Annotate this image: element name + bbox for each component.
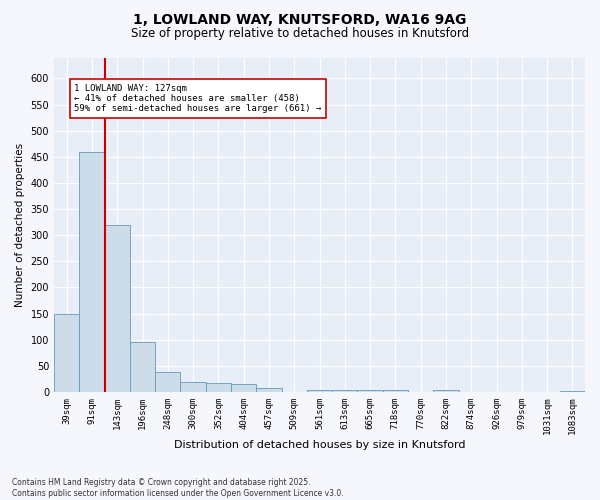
Bar xyxy=(560,391,585,392)
Bar xyxy=(231,384,256,392)
Bar xyxy=(155,372,181,392)
X-axis label: Distribution of detached houses by size in Knutsford: Distribution of detached houses by size … xyxy=(174,440,465,450)
Bar xyxy=(104,224,130,392)
Bar xyxy=(130,342,155,392)
Bar xyxy=(433,390,458,392)
Bar xyxy=(256,388,281,392)
Bar xyxy=(206,383,231,392)
Bar xyxy=(307,390,332,392)
Text: 1 LOWLAND WAY: 127sqm
← 41% of detached houses are smaller (458)
59% of semi-det: 1 LOWLAND WAY: 127sqm ← 41% of detached … xyxy=(74,84,322,114)
Text: 1, LOWLAND WAY, KNUTSFORD, WA16 9AG: 1, LOWLAND WAY, KNUTSFORD, WA16 9AG xyxy=(133,12,467,26)
Bar xyxy=(332,390,358,392)
Text: Size of property relative to detached houses in Knutsford: Size of property relative to detached ho… xyxy=(131,28,469,40)
Text: Contains HM Land Registry data © Crown copyright and database right 2025.
Contai: Contains HM Land Registry data © Crown c… xyxy=(12,478,344,498)
Bar xyxy=(181,382,206,392)
Bar xyxy=(54,314,79,392)
Bar xyxy=(383,390,408,392)
Y-axis label: Number of detached properties: Number of detached properties xyxy=(15,142,25,307)
Bar xyxy=(358,390,383,392)
Bar xyxy=(79,152,104,392)
